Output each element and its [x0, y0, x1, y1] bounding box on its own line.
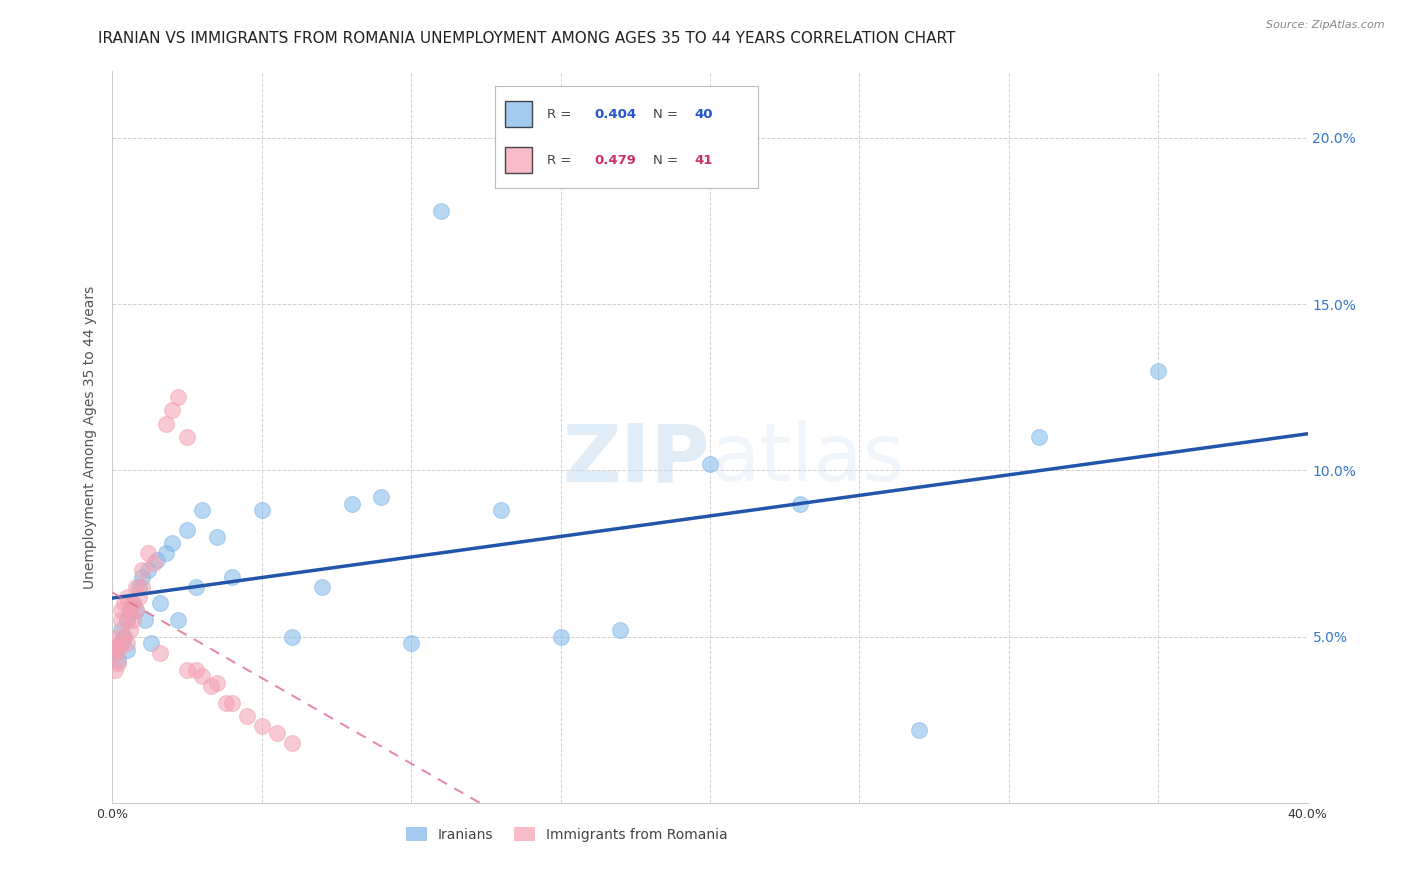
Point	[155, 546, 177, 560]
Point	[167, 613, 190, 627]
Point	[281, 736, 304, 750]
Point	[430, 204, 453, 219]
Point	[110, 613, 132, 627]
Point	[120, 607, 142, 621]
Point	[120, 603, 142, 617]
Point	[908, 723, 931, 737]
Point	[162, 536, 183, 550]
Point	[107, 630, 129, 644]
Point	[281, 630, 304, 644]
Point	[311, 580, 333, 594]
Point	[117, 636, 139, 650]
Point	[205, 676, 228, 690]
Point	[122, 596, 145, 610]
Point	[143, 557, 166, 571]
Point	[1028, 430, 1050, 444]
Point	[138, 563, 160, 577]
Point	[117, 613, 139, 627]
Point	[191, 503, 214, 517]
Point	[250, 503, 273, 517]
Point	[789, 497, 811, 511]
Point	[122, 613, 145, 627]
Point	[146, 553, 169, 567]
Point	[131, 570, 153, 584]
Point	[266, 726, 288, 740]
Point	[167, 390, 190, 404]
Point	[221, 696, 243, 710]
Legend: Iranians, Immigrants from Romania: Iranians, Immigrants from Romania	[401, 822, 733, 847]
Point	[128, 590, 150, 604]
Point	[134, 613, 156, 627]
Point	[107, 653, 129, 667]
Point	[200, 680, 222, 694]
Point	[176, 523, 198, 537]
Point	[155, 417, 177, 431]
Y-axis label: Unemployment Among Ages 35 to 44 years: Unemployment Among Ages 35 to 44 years	[83, 285, 97, 589]
Point	[131, 563, 153, 577]
Point	[250, 719, 273, 733]
Point	[489, 503, 512, 517]
Point	[236, 709, 259, 723]
Point	[117, 643, 139, 657]
Point	[141, 636, 163, 650]
Text: IRANIAN VS IMMIGRANTS FROM ROMANIA UNEMPLOYMENT AMONG AGES 35 TO 44 YEARS CORREL: IRANIAN VS IMMIGRANTS FROM ROMANIA UNEMP…	[98, 31, 956, 46]
Point	[117, 613, 139, 627]
Point	[162, 403, 183, 417]
Point	[107, 643, 129, 657]
Point	[114, 596, 135, 610]
Point	[125, 580, 148, 594]
Text: atlas: atlas	[710, 420, 904, 498]
Point	[110, 636, 132, 650]
Point	[186, 580, 208, 594]
Point	[340, 497, 363, 511]
Point	[176, 663, 198, 677]
Text: Source: ZipAtlas.com: Source: ZipAtlas.com	[1267, 20, 1385, 29]
Point	[107, 656, 129, 670]
Point	[176, 430, 198, 444]
Point	[131, 580, 153, 594]
Point	[205, 530, 228, 544]
Point	[149, 646, 172, 660]
Text: ZIP: ZIP	[562, 420, 710, 498]
Point	[191, 669, 214, 683]
Point	[122, 596, 145, 610]
Point	[103, 646, 125, 660]
Point	[110, 623, 132, 637]
Point	[104, 663, 127, 677]
Point	[110, 603, 132, 617]
Point	[370, 490, 392, 504]
Point	[1147, 363, 1170, 377]
Point	[699, 457, 721, 471]
Point	[120, 623, 142, 637]
Point	[215, 696, 238, 710]
Point	[104, 646, 127, 660]
Point	[138, 546, 160, 560]
Point	[117, 590, 139, 604]
Point	[125, 603, 148, 617]
Point	[609, 623, 631, 637]
Point	[114, 630, 135, 644]
Point	[149, 596, 172, 610]
Point	[104, 640, 127, 654]
Point	[110, 636, 132, 650]
Point	[125, 603, 148, 617]
Point	[128, 580, 150, 594]
Point	[550, 630, 572, 644]
Point	[186, 663, 208, 677]
Point	[221, 570, 243, 584]
Point	[401, 636, 423, 650]
Point	[114, 630, 135, 644]
